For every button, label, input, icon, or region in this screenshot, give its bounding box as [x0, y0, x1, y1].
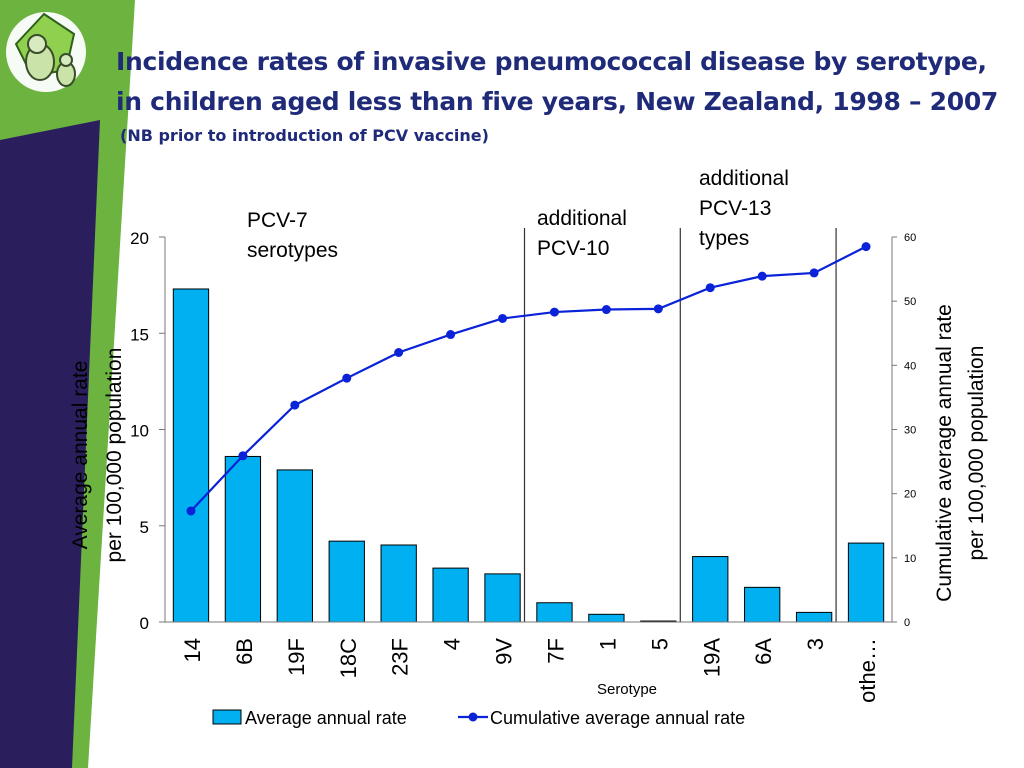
vaccine-group-dividers [523, 228, 837, 622]
axis-labels: Serotype Average annual rate per 100,000 p… [69, 304, 988, 698]
point-3 [809, 268, 819, 278]
legend-swatch-marker [468, 712, 478, 722]
bar-1 [588, 613, 625, 623]
point-14 [186, 506, 196, 516]
y2-axis-title-line-1: Cumulative average annual rate [933, 304, 956, 602]
bar-3 [795, 611, 833, 623]
point-7F [549, 307, 559, 317]
bar-4 [432, 567, 469, 623]
bar-othe… [847, 542, 885, 623]
point-6B [238, 451, 248, 461]
mascot-logo-icon [6, 12, 86, 92]
legend-label-line: Cumulative average annual rate [490, 708, 745, 728]
y2-tick-label-50: 50 [904, 296, 916, 308]
x-tick-label-23F: 23F [388, 638, 413, 676]
x-tick-label-3: 3 [803, 638, 828, 650]
y2-axis-title-line-2: per 100,000 population [965, 346, 988, 561]
x-tick-label-18C: 18C [336, 638, 361, 678]
x-tick-label-6A: 6A [751, 638, 776, 665]
point-5 [653, 304, 663, 314]
slide-title: Incidence rates of invasive pneumococcal… [116, 47, 999, 116]
point-9V [498, 313, 508, 323]
x-tick-label-7F: 7F [543, 638, 568, 664]
point-23F [394, 348, 404, 357]
x-tick-label-19A: 19A [699, 638, 724, 677]
line-series [186, 242, 871, 516]
y-tick-label-0: 0 [140, 614, 149, 633]
y-tick-label-10: 10 [130, 422, 149, 441]
y-tick-label-15: 15 [130, 325, 149, 344]
point-othe… [861, 242, 871, 252]
x-tick-label-19F: 19F [284, 638, 309, 676]
x-tick-label-14: 14 [180, 638, 205, 662]
legend-label-bar: Average annual rate [245, 708, 407, 728]
bar-14 [172, 288, 210, 623]
point-4 [446, 330, 456, 340]
point-19A [705, 283, 715, 293]
bar-series [172, 288, 885, 623]
bar-7F [536, 602, 573, 623]
bar-18C [328, 540, 365, 623]
x-tick-label-5: 5 [647, 638, 672, 650]
x-tick-label-1: 1 [595, 638, 620, 650]
y-axis-title-line-1: Average annual rate [69, 361, 92, 550]
slide-subtitle: (NB prior to introduction of PCV vaccine… [120, 126, 489, 145]
y2-tick-label-40: 40 [904, 360, 916, 372]
bar-9V [484, 573, 521, 623]
cumulative-line [190, 245, 867, 512]
y2-tick-label-0: 0 [904, 617, 910, 629]
point-6A [757, 271, 767, 281]
x-axis-title: Serotype [597, 681, 657, 698]
bar-6A [744, 586, 781, 623]
bar-6B [224, 455, 262, 623]
y2-tick-label-10: 10 [904, 553, 916, 565]
bar-19F [276, 469, 313, 623]
y-axis-title-line-2: per 100,000 population [103, 348, 126, 563]
legend: Average annual rate Cumulative average an… [212, 708, 745, 728]
point-19F [290, 400, 300, 410]
y2-tick-label-30: 30 [904, 425, 916, 437]
y-tick-label-20: 20 [130, 229, 149, 248]
x-tick-label-9V: 9V [492, 638, 517, 665]
legend-swatch-bar [212, 709, 242, 725]
y2-tick-label-20: 20 [904, 489, 916, 501]
sidebar-navy-panel [0, 120, 100, 768]
point-18C [342, 373, 352, 383]
x-tick-label-4: 4 [440, 638, 465, 650]
y-tick-label-5: 5 [140, 518, 149, 537]
point-1 [601, 305, 611, 315]
x-tick-label-6B: 6B [232, 638, 257, 665]
bar-23F [380, 544, 417, 623]
bar-19A [692, 556, 729, 623]
annotation-pcv13: additional PCV-13 types [699, 167, 789, 250]
x-tick-label-othe…: othe… [855, 638, 880, 703]
y2-tick-label-60: 60 [904, 232, 916, 244]
annotation-pcv10: additional PCV-10 [537, 207, 627, 260]
annotation-pcv7: PCV-7 serotypes [247, 209, 339, 262]
